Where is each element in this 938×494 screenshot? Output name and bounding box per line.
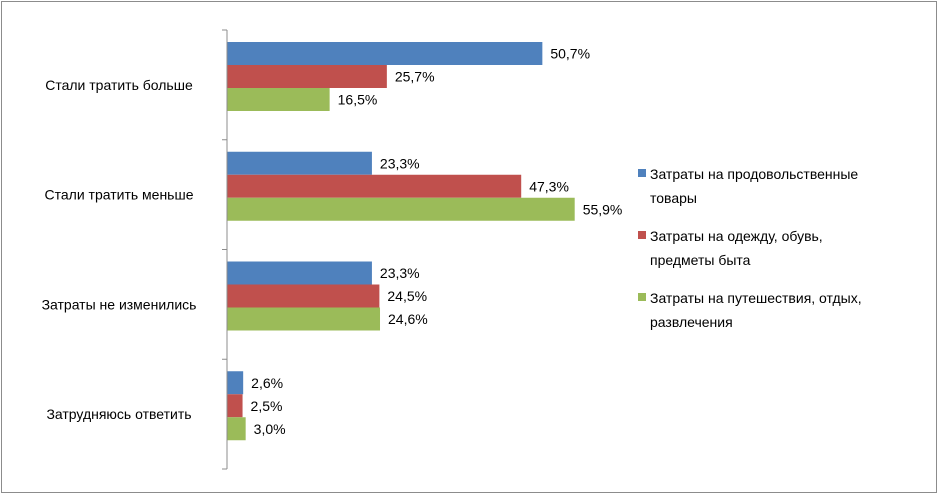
legend: Затраты на продовольственные товары Затрат… [638,166,862,330]
legend-label: Затраты на продовольственные [650,166,858,182]
bar [227,417,246,441]
axis-layer [222,29,228,470]
data-label: 24,6% [388,311,428,327]
bar [227,284,380,308]
legend-label: Затраты на одежду, обувь, [650,228,823,244]
bar [227,371,244,395]
data-label: 47,3% [529,178,569,194]
data-label: 25,7% [395,69,435,85]
data-label: 24,5% [387,288,427,304]
bar [227,261,372,285]
category-label: Затрудняюсь ответить [46,406,191,422]
data-label: 2,6% [251,375,283,391]
bar [227,174,522,198]
data-label: 23,3% [380,155,420,171]
legend-label: товары [650,190,697,206]
bar [227,65,387,88]
data-label: 16,5% [338,92,378,108]
bar [227,151,372,175]
legend-swatch [638,231,646,239]
bar [227,307,381,331]
data-label: 50,7% [550,46,590,62]
legend-swatch [638,293,646,301]
data-label: 2,5% [251,398,283,414]
bar [227,88,330,111]
data-label: 55,9% [583,201,623,217]
labels-layer: Стали тратить больше 50,7% 25,7% 16,5% Стали… [42,46,623,437]
bars-layer [227,42,575,441]
category-label: Стали тратить больше [45,77,193,93]
bar [227,197,575,221]
bar [227,42,543,65]
data-label: 23,3% [380,265,420,281]
legend-label: предметы быта [650,252,751,268]
legend-swatch [638,169,646,177]
legend-label: Затраты на путешествия, отдых, [650,290,862,306]
category-label: Затраты не изменились [42,296,197,312]
data-label: 3,0% [254,421,286,437]
legend-label: развлечения [650,314,733,330]
bar [227,394,243,418]
category-label: Стали тратить меньше [45,187,194,203]
